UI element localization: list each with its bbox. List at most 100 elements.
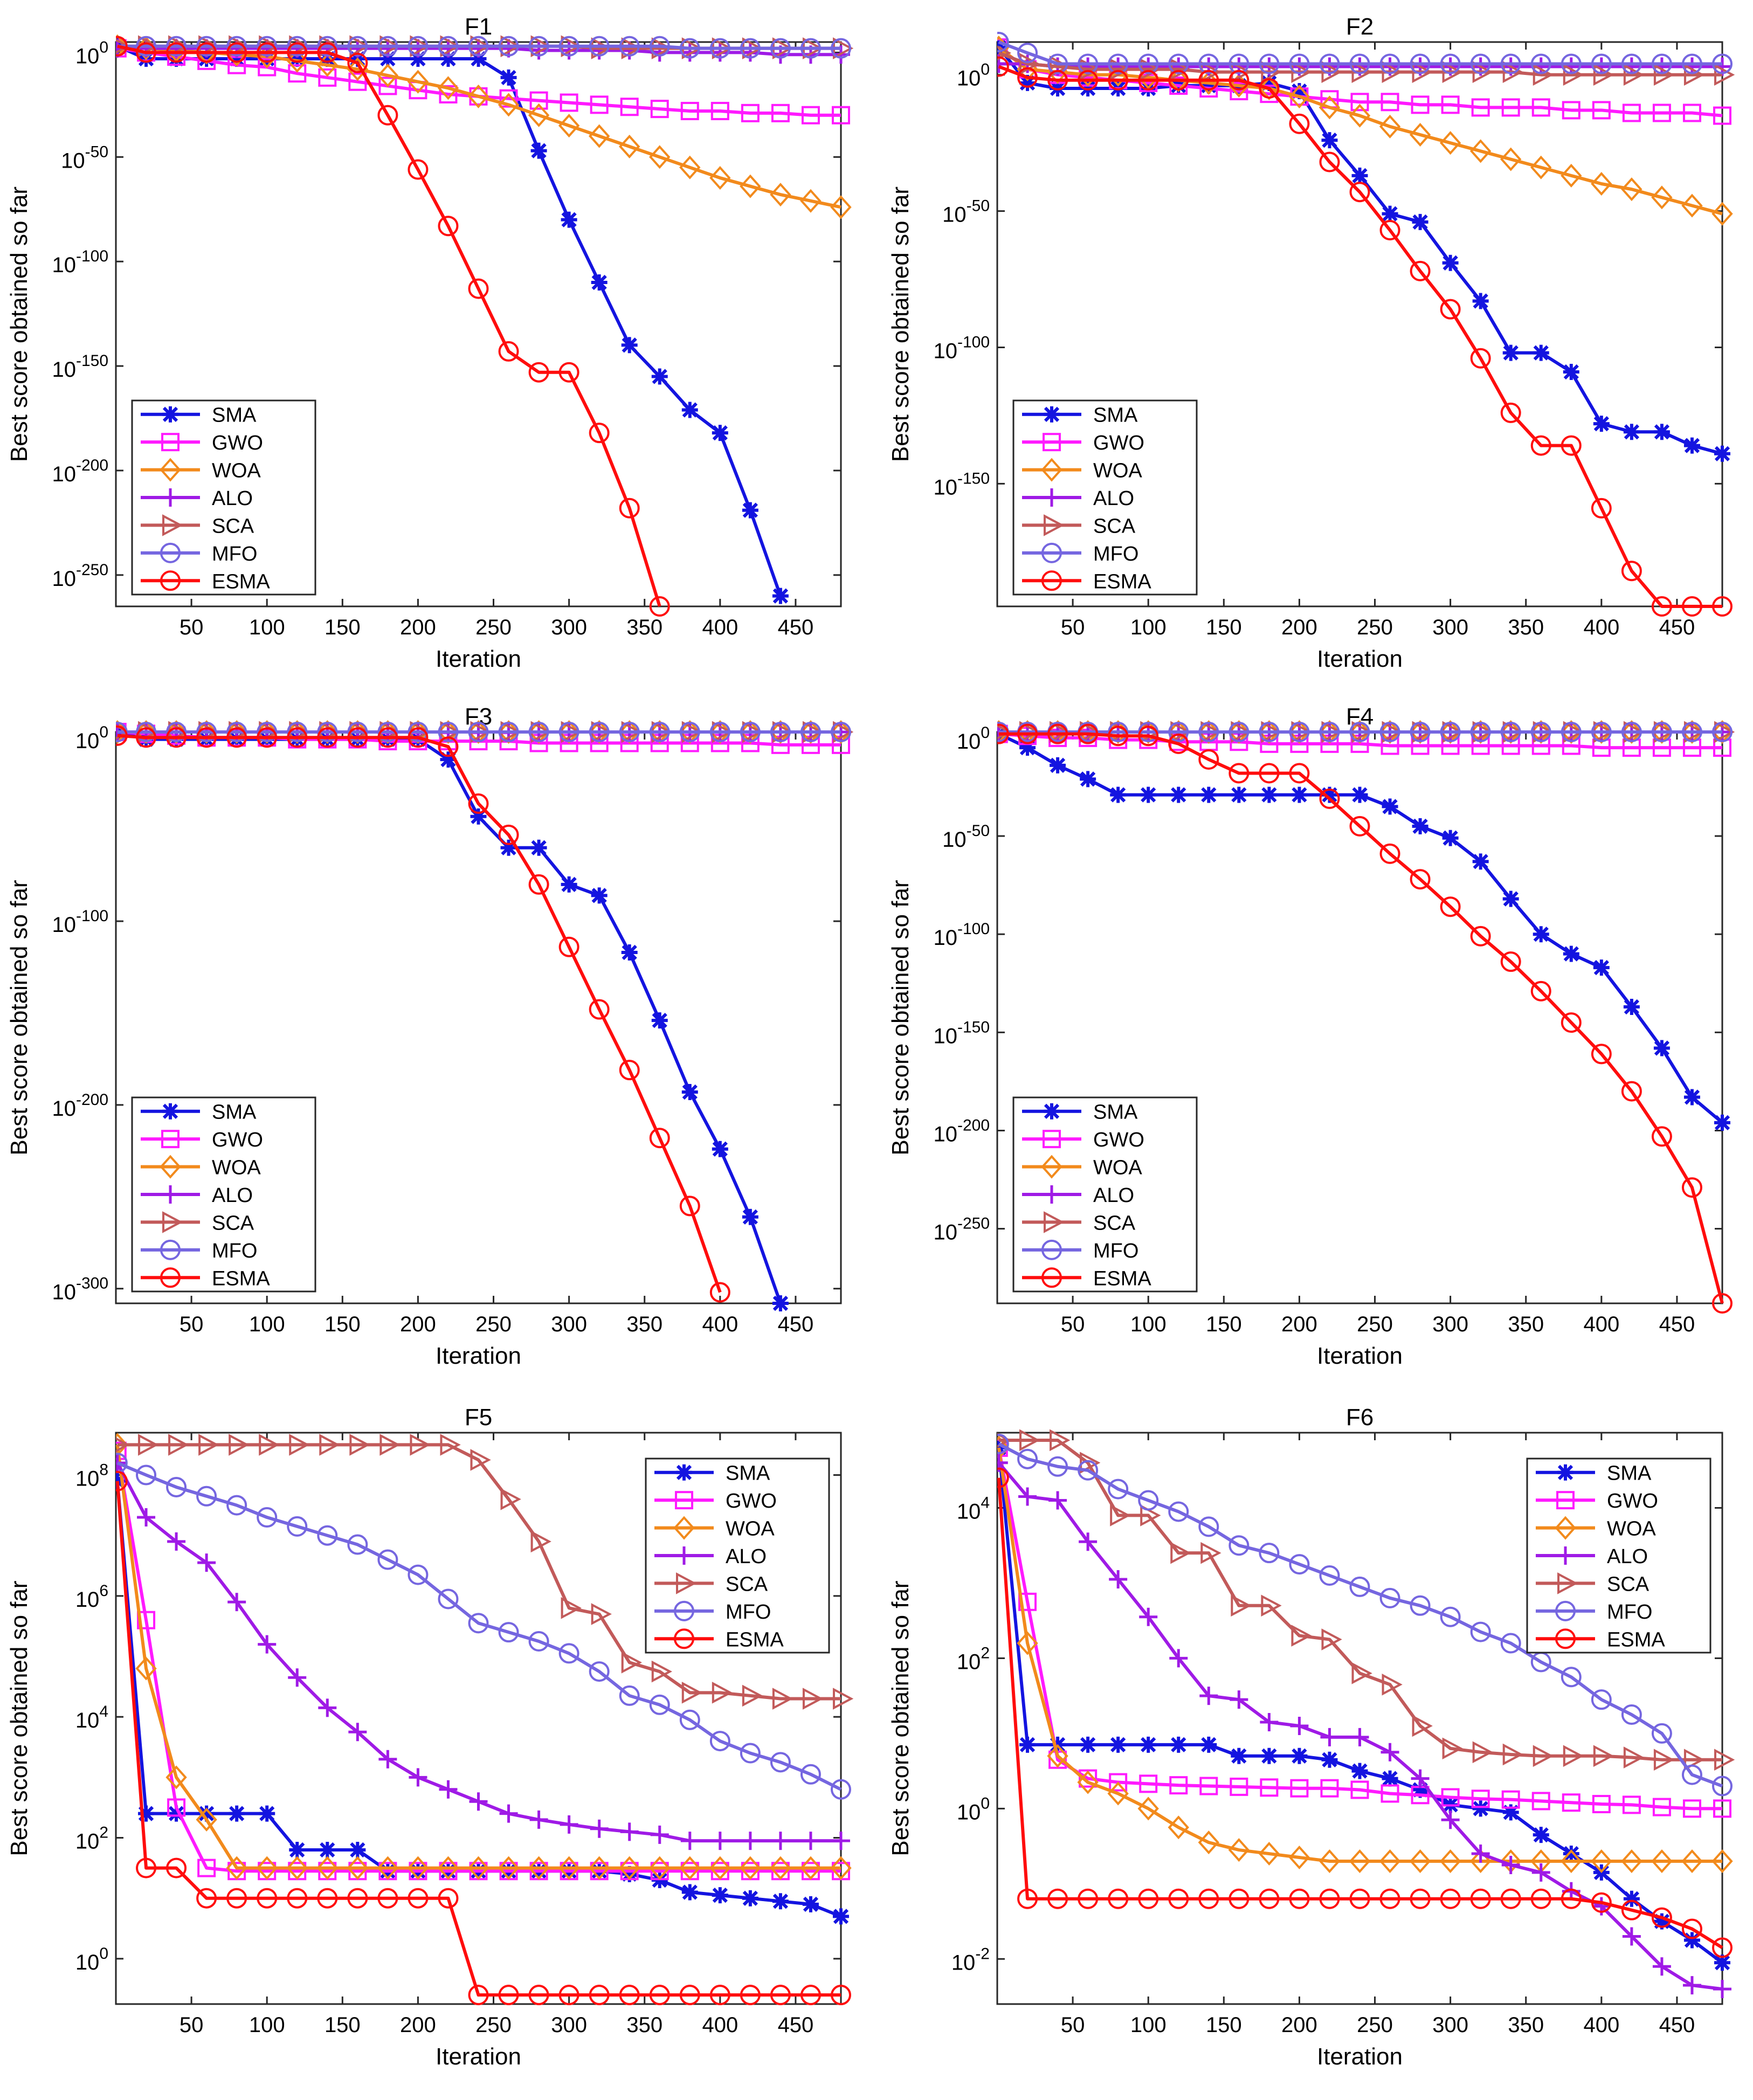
data-point-esma	[408, 1888, 429, 1909]
series-line-sca	[998, 1438, 1722, 1761]
data-point-mfo	[1440, 722, 1461, 742]
series-line-mfo	[116, 1461, 842, 1791]
legend-item-sca: SCA	[141, 514, 254, 537]
data-point-mfo	[1017, 1448, 1038, 1469]
x-tick-label: 350	[626, 616, 662, 639]
data-point-sma	[349, 1841, 366, 1858]
data-point-alo	[137, 1508, 156, 1527]
data-point-mfo	[1530, 53, 1551, 74]
data-point-sca	[116, 1437, 130, 1453]
legend-marker-gwo	[1043, 433, 1061, 452]
data-point-woa	[1711, 202, 1733, 226]
legend-label-sma: SMA	[212, 1101, 257, 1124]
legend-marker-esma	[1041, 1267, 1062, 1288]
data-point-woa	[679, 155, 701, 179]
data-point-woa	[1711, 1849, 1733, 1873]
legend-label-gwo: GWO	[1607, 1490, 1658, 1512]
data-point-woa	[1288, 1846, 1310, 1870]
series-group	[116, 720, 854, 1311]
data-point-sma	[1563, 1846, 1579, 1862]
data-point-woa	[1681, 1849, 1703, 1873]
data-point-esma	[1440, 1888, 1461, 1909]
data-point-mfo	[196, 722, 217, 742]
x-tick-label: 50	[1061, 616, 1085, 639]
data-point-esma	[1410, 1888, 1431, 1909]
data-point-woa	[1379, 1849, 1401, 1873]
data-point-sca	[1382, 1673, 1403, 1696]
data-point-sca	[289, 1434, 310, 1456]
data-point-mfo	[1500, 1633, 1521, 1654]
data-point-alo	[1622, 1927, 1641, 1946]
legend-label-alo: ALO	[726, 1545, 767, 1568]
data-point-gwo	[137, 1611, 156, 1629]
data-point-gwo	[1109, 1773, 1128, 1792]
data-point-mfo	[1712, 722, 1733, 742]
x-axis-label: Iteration	[1317, 2043, 1403, 2070]
data-point-sma	[1231, 1747, 1247, 1764]
data-point-sma	[1382, 798, 1398, 815]
data-point-esma	[1229, 763, 1250, 784]
legend-item-sma: SMA	[141, 404, 257, 427]
legend-item-sma: SMA	[654, 1462, 770, 1485]
data-point-woa	[437, 76, 459, 100]
data-point-sma	[289, 51, 306, 67]
data-point-esma	[997, 1467, 1009, 1488]
data-point-esma	[1500, 951, 1521, 972]
chart-title: F2	[1346, 13, 1374, 40]
data-point-woa	[649, 1856, 671, 1880]
data-point-mfo	[166, 722, 187, 742]
data-point-gwo	[439, 85, 458, 103]
data-point-sca	[621, 1651, 642, 1674]
series-line-mfo	[117, 44, 841, 50]
x-tick-label: 250	[475, 1312, 512, 1336]
data-point-mfo	[1591, 53, 1612, 74]
data-point-esma	[438, 1888, 459, 1909]
data-point-mfo	[1410, 53, 1431, 74]
data-point-woa	[256, 1856, 278, 1880]
data-point-alo	[1682, 1976, 1701, 1995]
legend-label-sca: SCA	[1607, 1573, 1650, 1595]
data-point-sca	[1170, 1542, 1191, 1564]
x-tick-label: 50	[1061, 1312, 1085, 1336]
data-point-sca	[319, 1434, 340, 1456]
data-point-mfo	[1681, 53, 1702, 74]
data-point-mfo	[649, 722, 670, 742]
y-tick-label: 10-50	[942, 822, 990, 852]
data-point-sma	[1200, 786, 1217, 803]
data-point-esma	[709, 1282, 730, 1303]
data-point-gwo	[620, 98, 639, 116]
data-point-mfo	[1138, 1490, 1159, 1511]
data-point-woa	[1107, 1781, 1129, 1806]
data-point-sca	[500, 1488, 521, 1510]
data-point-sma	[1291, 786, 1308, 803]
data-point-gwo	[1169, 1776, 1188, 1795]
data-point-sca	[1050, 1429, 1071, 1452]
data-point-alo	[1350, 1728, 1369, 1746]
series-group	[997, 1429, 1735, 1999]
data-point-mfo	[619, 722, 640, 742]
series-sca	[997, 1429, 1735, 1771]
x-tick-label: 450	[1659, 616, 1695, 639]
legend-marker-woa	[160, 458, 181, 482]
data-point-mfo	[317, 722, 338, 742]
data-point-woa	[709, 1856, 731, 1880]
legend-item-alo: ALO	[654, 1545, 767, 1568]
data-point-esma	[498, 341, 519, 362]
data-point-sca	[1623, 64, 1645, 86]
data-point-sca	[470, 1449, 491, 1471]
data-point-gwo	[318, 68, 337, 87]
data-point-esma	[1621, 1081, 1642, 1102]
data-point-esma	[1349, 816, 1370, 837]
data-point-mfo	[1078, 53, 1099, 74]
data-point-esma	[1138, 70, 1159, 91]
data-point-gwo	[1381, 1784, 1399, 1803]
data-point-gwo	[710, 101, 729, 120]
data-point-esma	[1078, 1888, 1099, 1909]
data-point-gwo	[1018, 1592, 1037, 1611]
data-point-woa	[740, 174, 761, 198]
x-tick-label: 250	[1357, 616, 1393, 639]
data-point-esma	[1681, 596, 1702, 617]
data-point-woa	[830, 195, 852, 219]
data-point-gwo	[1713, 1799, 1731, 1818]
data-point-mfo	[1198, 722, 1219, 742]
